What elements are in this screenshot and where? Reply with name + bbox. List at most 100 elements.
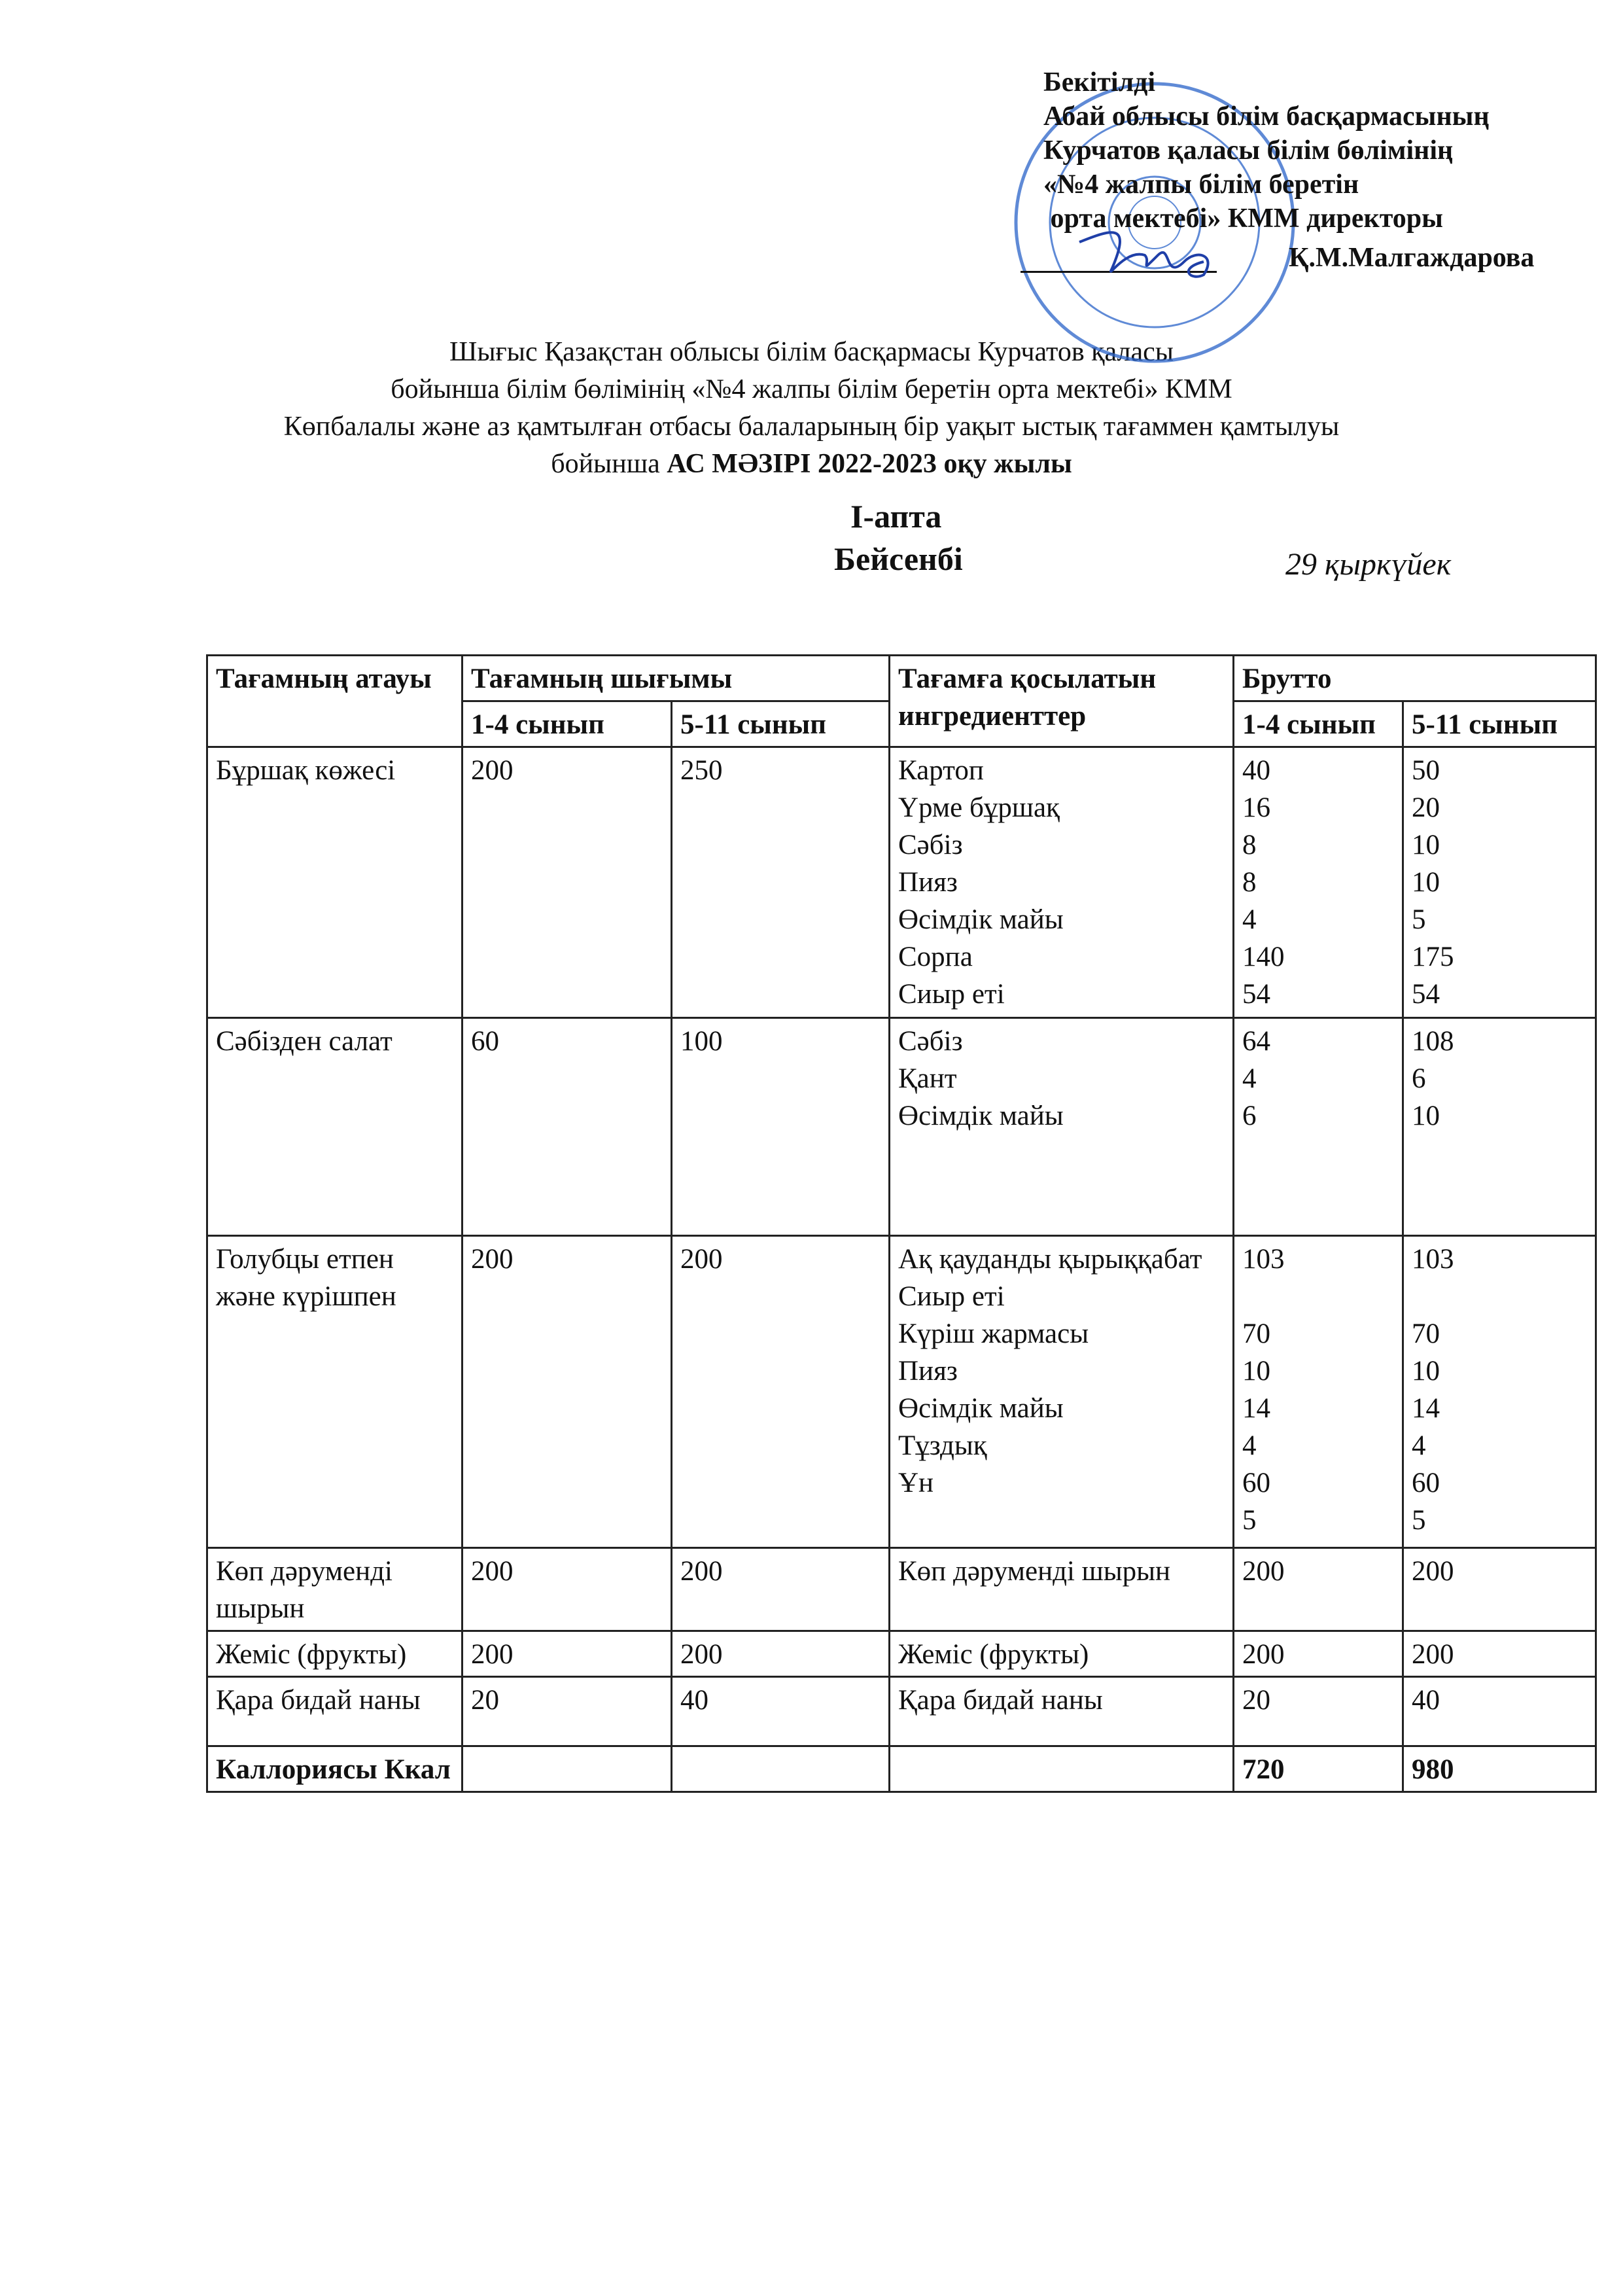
output-grade2: 200: [671, 1235, 890, 1549]
list-item: 14: [1412, 1393, 1440, 1424]
empty-cell: [461, 1745, 672, 1793]
list-item: 10: [1412, 1356, 1440, 1386]
approval-block: Бекітілді Абай облысы білім басқармасыны…: [1043, 65, 1490, 236]
header-brutto-grade1: 1-4 сынып: [1232, 700, 1404, 748]
list-item: 14: [1242, 1393, 1270, 1424]
list-item: 64: [1242, 1026, 1270, 1057]
table-row: Бұршақ көжесі 200 250 Картоп Үрме бұршақ Сәбі…: [206, 746, 1597, 1019]
ingredient-list: Ақ қауданды қырыққабат Сиыр еті Күріш жарм…: [888, 1235, 1234, 1549]
output-grade1: 200: [461, 746, 672, 1019]
header-dish-name: Тағамның атауы: [206, 654, 463, 748]
approval-line: Абай облысы білім басқармасының: [1043, 101, 1490, 132]
day-label: Бейсенбі: [834, 540, 963, 577]
table-row: Қара бидай наны 20 40 Қара бидай наны 20 40: [206, 1676, 1597, 1747]
total-row: Каллориясы Ккал 720 980: [206, 1745, 1597, 1793]
total-grade1: 720: [1232, 1745, 1404, 1793]
output-grade1: 200: [461, 1547, 672, 1632]
list-item: Сорпа: [898, 942, 973, 972]
signature-line: [1021, 271, 1217, 273]
list-item: 54: [1242, 979, 1270, 1010]
empty-cell: [671, 1745, 890, 1793]
list-item: 70: [1412, 1318, 1440, 1349]
brutto-grade1-list: 200: [1232, 1547, 1404, 1632]
output-grade1: 200: [461, 1630, 672, 1678]
brutto-grade1-list: 64 4 6: [1232, 1017, 1404, 1237]
list-item: Сәбіз: [898, 1026, 963, 1057]
list-item: Қант: [898, 1063, 957, 1094]
list-item: 6: [1242, 1101, 1257, 1131]
table-row: Жеміс (фрукты) 200 200 Жеміс (фрукты) 200 200: [206, 1630, 1597, 1678]
brutto-grade2-list: 200: [1402, 1547, 1597, 1632]
output-grade2: 100: [671, 1017, 890, 1237]
table-row: Сәбізден салат 60 100 Сәбіз Қант Өсімдік майы…: [206, 1017, 1597, 1237]
list-item: 5: [1412, 1505, 1426, 1536]
brutto-grade2-list: 40: [1402, 1676, 1597, 1747]
header-brutto-grade2: 5-11 сынып: [1402, 700, 1597, 748]
list-item: 5: [1242, 1505, 1257, 1536]
brutto-grade1-list: 20: [1232, 1676, 1404, 1747]
list-item: 10: [1412, 830, 1440, 860]
list-item: 4: [1412, 1430, 1426, 1461]
header-ingredients: Тағамға қосылатын ингредиенттер: [888, 654, 1234, 748]
dish-name: Голубцы етпен және күрішпен: [206, 1235, 463, 1549]
brutto-grade1-list: 200: [1232, 1630, 1404, 1678]
list-item: 103: [1242, 1244, 1285, 1275]
output-grade2: 200: [671, 1547, 890, 1632]
list-item: Үрме бұршақ: [898, 792, 1060, 823]
title-line: Көпбалалы және аз қамтылған отбасы балал…: [283, 412, 1340, 442]
header-output: Тағамның шығымы: [461, 654, 890, 702]
output-grade1: 20: [461, 1676, 672, 1747]
menu-title: АС МӘЗІРІ 2022-2023 оқу жылы: [667, 449, 1072, 479]
table-row: Көп дәруменді шырын 200 200 Көп дәруменді ш…: [206, 1547, 1597, 1632]
list-item: 40: [1412, 1685, 1440, 1716]
menu-table: Тағамның атауы Тағамның шығымы Тағамға қ…: [206, 654, 1597, 1793]
list-item: [1242, 1278, 1397, 1315]
list-item: 6: [1412, 1063, 1426, 1094]
list-item: 54: [1412, 979, 1440, 1010]
list-item: 10: [1412, 867, 1440, 898]
brutto-grade2-list: 50 20 10 10 5 175 54: [1402, 746, 1597, 1019]
list-item: Сәбіз: [898, 830, 963, 860]
output-grade2: 250: [671, 746, 890, 1019]
title-line-prefix: бойынша: [551, 449, 667, 479]
ingredient-list: Көп дәруменді шырын: [888, 1547, 1234, 1632]
date-label: 29 қыркүйек: [1285, 547, 1452, 582]
list-item: [1412, 1278, 1590, 1315]
list-item: 40: [1242, 755, 1270, 786]
list-item: 60: [1412, 1468, 1440, 1498]
week-label: І-апта: [850, 498, 942, 535]
ingredient-list: Картоп Үрме бұршақ Сәбіз Пияз Өсімдік майы Со…: [888, 746, 1234, 1019]
list-item: 50: [1412, 755, 1440, 786]
total-label: Каллориясы Ккал: [206, 1745, 463, 1793]
brutto-grade2-list: 200: [1402, 1630, 1597, 1678]
empty-cell: [888, 1745, 1234, 1793]
list-item: 10: [1412, 1101, 1440, 1131]
list-item: Өсімдік майы: [898, 904, 1064, 935]
dish-name: Көп дәруменді шырын: [206, 1547, 463, 1632]
list-item: 8: [1242, 867, 1257, 898]
list-item: 70: [1242, 1318, 1270, 1349]
ingredient-list: Сәбіз Қант Өсімдік майы: [888, 1017, 1234, 1237]
dish-name: Сәбізден салат: [206, 1017, 463, 1237]
list-item: Ұн: [898, 1468, 934, 1498]
list-item: Сиыр еті: [898, 1281, 1005, 1312]
list-item: Өсімдік майы: [898, 1393, 1064, 1424]
ingredient-list: Қара бидай наны: [888, 1676, 1234, 1747]
header-output-grade1: 1-4 сынып: [461, 700, 672, 748]
output-grade1: 60: [461, 1017, 672, 1237]
list-item: Пияз: [898, 867, 958, 898]
list-item: 4: [1242, 1430, 1257, 1461]
output-grade2: 40: [671, 1676, 890, 1747]
list-item: 8: [1242, 830, 1257, 860]
list-item: 175: [1412, 942, 1454, 972]
title-line: бойынша білім бөлімінің «№4 жалпы білім …: [391, 374, 1232, 404]
list-item: Пияз: [898, 1356, 958, 1386]
brutto-grade1-list: 103 70 10 14 4 60 5: [1232, 1235, 1404, 1549]
title-line: Шығыс Қазақстан облысы білім басқармасы …: [449, 337, 1174, 367]
list-item: 108: [1412, 1026, 1454, 1057]
list-item: Сиыр еті: [898, 979, 1005, 1010]
list-item: 4: [1242, 1063, 1257, 1094]
list-item: 4: [1242, 904, 1257, 935]
brutto-grade1-list: 40 16 8 8 4 140 54: [1232, 746, 1404, 1019]
list-item: Өсімдік майы: [898, 1101, 1064, 1131]
